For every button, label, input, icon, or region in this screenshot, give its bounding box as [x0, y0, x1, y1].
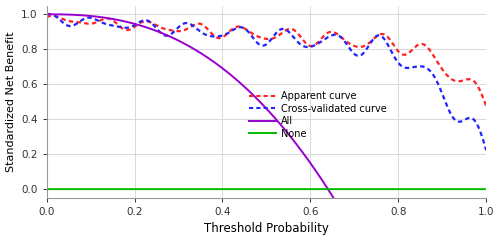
Cross-validated curve	[470, 118, 476, 121]
Cross-validated curve	[44, 13, 50, 16]
Cross-validated curve	[258, 44, 264, 47]
Apparent curve	[258, 36, 264, 39]
None	[470, 188, 476, 191]
All	[66, 13, 72, 16]
None	[470, 188, 476, 191]
None	[246, 188, 252, 191]
Cross-validated curve	[246, 31, 252, 34]
Cross-validated curve	[46, 13, 52, 15]
Apparent curve	[470, 79, 476, 82]
None	[390, 188, 396, 191]
Line: Apparent curve: Apparent curve	[46, 16, 486, 106]
Line: Cross-validated curve: Cross-validated curve	[46, 14, 486, 150]
All	[470, 214, 476, 217]
Line: All: All	[46, 14, 486, 215]
None	[258, 188, 264, 191]
All	[44, 13, 50, 16]
Cross-validated curve	[66, 25, 72, 27]
All	[470, 214, 476, 217]
Apparent curve	[483, 105, 489, 107]
None	[483, 188, 489, 191]
Apparent curve	[246, 30, 252, 33]
All	[390, 214, 396, 217]
All	[341, 214, 347, 217]
Apparent curve	[50, 14, 56, 17]
None	[44, 188, 50, 191]
Apparent curve	[66, 20, 72, 23]
None	[66, 188, 72, 191]
Cross-validated curve	[390, 53, 396, 56]
X-axis label: Threshold Probability: Threshold Probability	[204, 222, 329, 235]
Legend: Apparent curve, Cross-validated curve, All, None: Apparent curve, Cross-validated curve, A…	[245, 87, 390, 142]
Cross-validated curve	[470, 118, 476, 121]
Apparent curve	[44, 16, 50, 19]
Cross-validated curve	[483, 149, 489, 152]
All	[483, 214, 489, 217]
All	[246, 89, 252, 92]
All	[258, 101, 264, 104]
Y-axis label: Standardized Net Benefit: Standardized Net Benefit	[6, 31, 16, 172]
Apparent curve	[470, 80, 476, 82]
Apparent curve	[390, 43, 396, 46]
